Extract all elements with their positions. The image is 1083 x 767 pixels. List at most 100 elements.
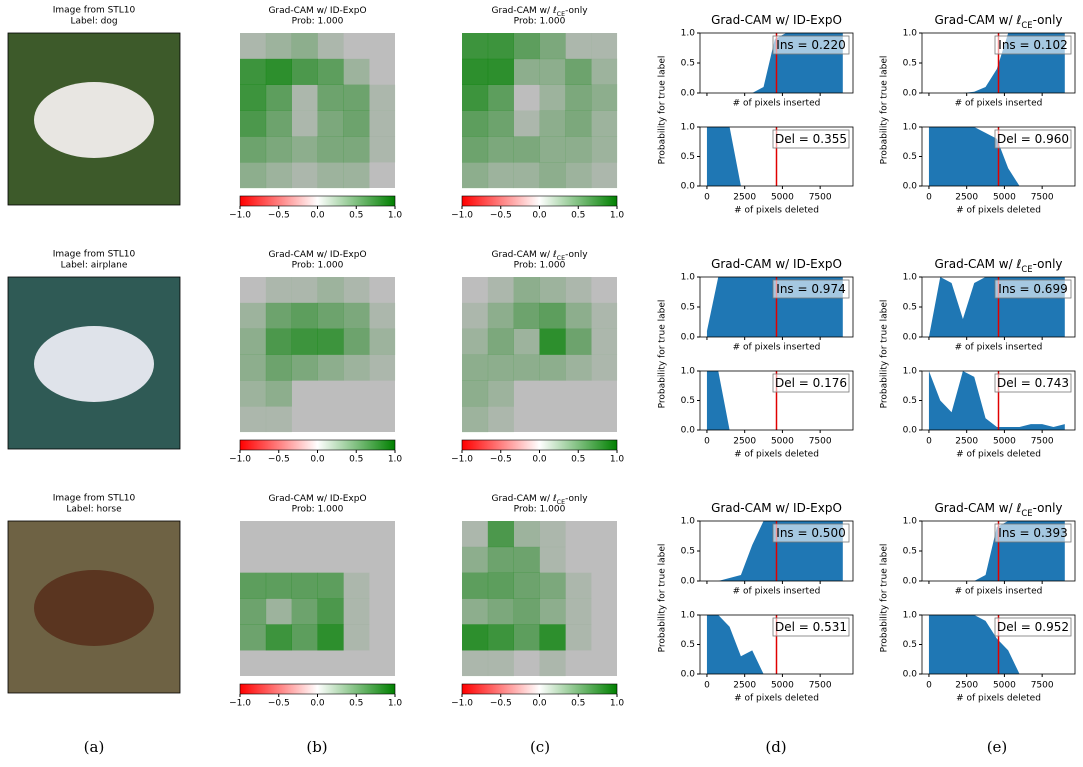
colorbar-tick-label: −0.5 — [268, 211, 290, 221]
heatmap-cell — [292, 380, 318, 406]
heatmap-cell — [539, 58, 566, 85]
heatmap-cell — [462, 354, 489, 381]
title-subscript: CE — [557, 499, 565, 506]
heatmap-title: Grad-CAM w/ ℓCE-only — [491, 250, 588, 262]
colorbar-tick-label: 0.5 — [349, 455, 363, 465]
heatmap-cell — [565, 650, 591, 676]
title-subscript: CE — [557, 255, 565, 262]
score-label: Ins = 0.220 — [776, 38, 845, 52]
title-part: -only — [565, 6, 588, 16]
heatmap-cell — [369, 277, 395, 303]
y-tick-label: 0.5 — [681, 59, 695, 69]
heatmap-cell — [487, 572, 514, 599]
heatmap-cell — [565, 328, 592, 355]
y-tick-label: 0.0 — [903, 182, 918, 192]
x-axis-label: # of pixels inserted — [955, 99, 1043, 109]
heatmap-cell — [265, 162, 292, 189]
heatmap-cell — [565, 136, 592, 163]
y-tick-label: 0.5 — [903, 396, 917, 406]
heatmap-cell — [266, 521, 292, 547]
heatmap-cell — [369, 573, 395, 599]
heatmap-cell — [240, 624, 267, 651]
heatmap-cell — [513, 162, 540, 189]
heatmap-cell — [462, 521, 489, 548]
heatmap-cell — [318, 406, 344, 432]
y-tick-label: 0.0 — [681, 426, 696, 436]
title-part: Grad-CAM w/ ℓ — [935, 13, 1022, 27]
heatmap-cell — [265, 380, 292, 407]
score-box — [772, 617, 850, 637]
heatmap-cell — [240, 521, 266, 547]
title-subscript: CE — [1021, 20, 1032, 30]
x-axis-label: # of pixels deleted — [734, 694, 819, 704]
colorbar-tick-label: 0.5 — [349, 211, 363, 221]
heatmap-cell — [462, 162, 489, 189]
heatmap-cell — [369, 59, 395, 85]
colorbar-tick-label: 1.0 — [610, 699, 625, 709]
score-label: Ins = 0.699 — [998, 282, 1067, 296]
x-tick-label: 0 — [926, 193, 932, 203]
heatmap-cell — [487, 650, 514, 677]
heatmap-cell — [514, 650, 540, 676]
score-label: Del = 0.176 — [775, 376, 847, 390]
heatmap-cell — [487, 58, 514, 85]
heatmap-cell — [513, 33, 540, 60]
heatmap-cell — [369, 162, 395, 188]
x-axis-label: # of pixels deleted — [956, 694, 1041, 704]
y-tick-label: 0.0 — [903, 89, 918, 99]
x-tick-label: 5000 — [771, 437, 794, 447]
heatmap-cell — [265, 354, 292, 381]
x-tick-label: 7500 — [1031, 437, 1054, 447]
heatmap-cell — [291, 136, 318, 163]
heatmap-cell — [291, 598, 318, 625]
title-part: Grad-CAM w/ ℓ — [491, 6, 556, 16]
heatmap-cell — [513, 277, 540, 304]
heatmap-cell — [369, 406, 395, 432]
x-tick-label: 5000 — [993, 193, 1016, 203]
heatmap-cell — [591, 58, 618, 85]
y-tick-label: 1.0 — [903, 29, 918, 39]
heatmap-cell — [462, 302, 489, 329]
heatmap-cell — [343, 406, 369, 432]
y-tick-label: 0.5 — [681, 547, 695, 557]
heatmap-cell — [462, 598, 489, 625]
y-tick-label: 0.5 — [903, 303, 917, 313]
heatmap-cell — [369, 84, 396, 111]
heatmap-cell — [240, 650, 266, 676]
heatmap-cell — [591, 650, 617, 676]
heatmap-cell — [240, 380, 267, 407]
heatmap-cell — [343, 650, 369, 676]
image-title: Image from STL10 — [53, 494, 136, 504]
heatmap-cell — [591, 277, 617, 303]
x-tick-label: 5000 — [993, 437, 1016, 447]
heatmap-prob: Prob: 1.000 — [292, 17, 344, 27]
heatmap-cell — [317, 58, 344, 85]
heatmap-cell — [240, 302, 267, 329]
heatmap-cell — [462, 110, 489, 137]
x-tick-label: 2500 — [733, 193, 756, 203]
heatmap-cell — [291, 58, 318, 85]
x-tick-label: 7500 — [809, 437, 832, 447]
heatmap-cell — [487, 380, 514, 407]
heatmap-cell — [369, 650, 395, 676]
heatmap-cell — [265, 84, 292, 111]
heatmap-cell — [317, 33, 344, 60]
heatmap-cell — [462, 33, 489, 60]
heatmap-cell — [343, 162, 370, 189]
score-box — [994, 373, 1072, 393]
image-label: Label: horse — [66, 505, 122, 515]
heatmap-cell — [265, 136, 292, 163]
curve-title: Grad-CAM w/ ID-ExpO — [711, 501, 842, 515]
heatmap-cell — [591, 521, 617, 547]
heatmap-cell — [343, 33, 369, 59]
heatmap-cell — [487, 33, 514, 60]
heatmap-cell — [343, 328, 370, 355]
heatmap-cell — [369, 599, 395, 625]
heatmap-cell — [369, 110, 396, 137]
heatmap-cell — [462, 136, 489, 163]
heatmap-cell — [317, 572, 344, 599]
heatmap-cell — [539, 302, 566, 329]
heatmap-cell — [317, 136, 344, 163]
colorbar-tick-label: 0.0 — [310, 211, 325, 221]
heatmap-cell — [265, 572, 292, 599]
